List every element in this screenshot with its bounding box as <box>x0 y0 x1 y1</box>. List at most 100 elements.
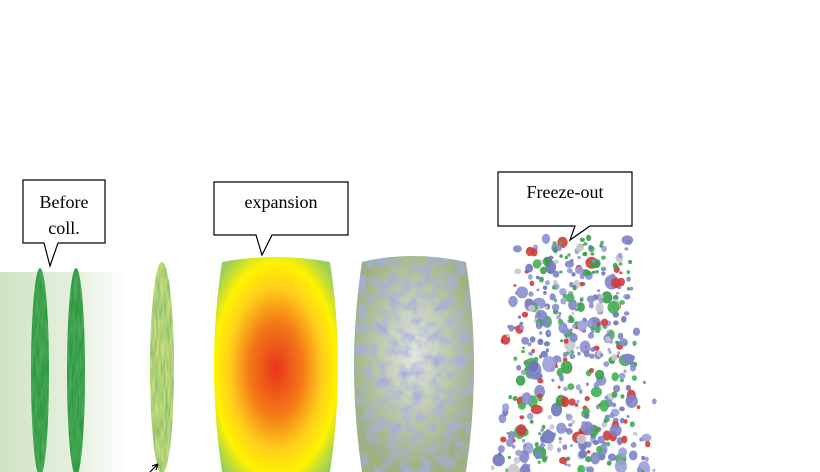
particle <box>516 286 529 299</box>
particle <box>569 353 576 359</box>
particle <box>515 375 526 386</box>
particle <box>526 412 534 420</box>
particle <box>500 436 507 443</box>
callout-box <box>497 171 633 242</box>
particle <box>590 252 595 256</box>
particle <box>584 396 590 402</box>
particle <box>575 384 581 391</box>
particle <box>641 433 652 442</box>
fireball <box>214 257 338 472</box>
particle <box>543 341 551 347</box>
particle <box>577 351 581 356</box>
arrow <box>149 463 159 472</box>
particle <box>515 449 523 456</box>
particle <box>601 291 613 304</box>
particle <box>564 255 568 260</box>
particle <box>621 315 627 323</box>
particle <box>571 419 576 425</box>
particle <box>559 456 568 465</box>
particle <box>558 437 563 441</box>
particle <box>597 435 605 444</box>
particle <box>527 304 536 312</box>
particle <box>541 424 546 430</box>
particle <box>588 245 593 251</box>
particle <box>575 346 580 350</box>
particle <box>604 414 610 419</box>
particle <box>553 280 558 285</box>
particle <box>551 378 555 382</box>
particle <box>600 266 607 272</box>
particle <box>507 456 512 459</box>
particle <box>507 463 520 472</box>
particle <box>577 302 585 313</box>
particle <box>628 259 633 265</box>
particle <box>608 297 613 301</box>
particle <box>599 399 609 412</box>
particle <box>525 263 533 273</box>
particle <box>521 311 529 318</box>
particle <box>521 438 525 443</box>
particle <box>569 333 578 343</box>
particle <box>619 271 623 275</box>
callout-text: expansion <box>245 192 318 212</box>
particle <box>618 447 628 458</box>
particle <box>558 322 568 334</box>
particle <box>596 322 601 327</box>
collision-disk <box>150 262 174 472</box>
particle <box>624 247 629 251</box>
particle <box>530 404 543 415</box>
particle <box>570 350 575 354</box>
particle <box>502 403 510 412</box>
particle <box>556 368 564 377</box>
particle <box>601 255 606 260</box>
particle <box>569 317 575 323</box>
particle <box>631 375 638 381</box>
particle <box>565 293 575 303</box>
particle <box>591 270 596 274</box>
particle <box>528 351 534 356</box>
particle <box>558 440 562 444</box>
particle <box>626 287 631 291</box>
particle <box>576 399 580 404</box>
particle <box>553 259 559 265</box>
particle <box>537 378 544 384</box>
callout-box <box>22 179 106 269</box>
particle <box>583 413 590 419</box>
particle <box>497 445 505 453</box>
particle <box>519 321 524 326</box>
particle <box>521 392 532 405</box>
particle <box>579 282 584 286</box>
particle <box>526 299 530 303</box>
particle <box>607 348 611 352</box>
particle <box>628 450 638 461</box>
particle <box>651 398 657 405</box>
particle <box>542 256 551 267</box>
particle <box>508 395 512 400</box>
particle <box>611 354 618 362</box>
particle <box>619 338 628 347</box>
particle <box>612 262 618 269</box>
particle <box>567 383 575 391</box>
particle <box>536 393 543 399</box>
particle <box>589 331 594 335</box>
particle <box>614 459 627 472</box>
particle <box>562 352 568 358</box>
particle <box>568 398 576 406</box>
particle <box>590 347 595 352</box>
particle <box>571 311 575 315</box>
particle <box>589 368 594 373</box>
particle <box>567 253 571 257</box>
particle <box>542 456 547 463</box>
particle <box>540 428 544 432</box>
particle <box>615 291 620 295</box>
particle <box>636 405 641 410</box>
particle <box>578 467 582 472</box>
particle <box>528 360 539 373</box>
particle <box>521 336 529 345</box>
particle <box>543 290 547 295</box>
particle <box>555 401 561 407</box>
particle <box>597 289 601 293</box>
particle <box>590 326 595 332</box>
particle <box>625 294 630 299</box>
particle <box>551 303 560 311</box>
